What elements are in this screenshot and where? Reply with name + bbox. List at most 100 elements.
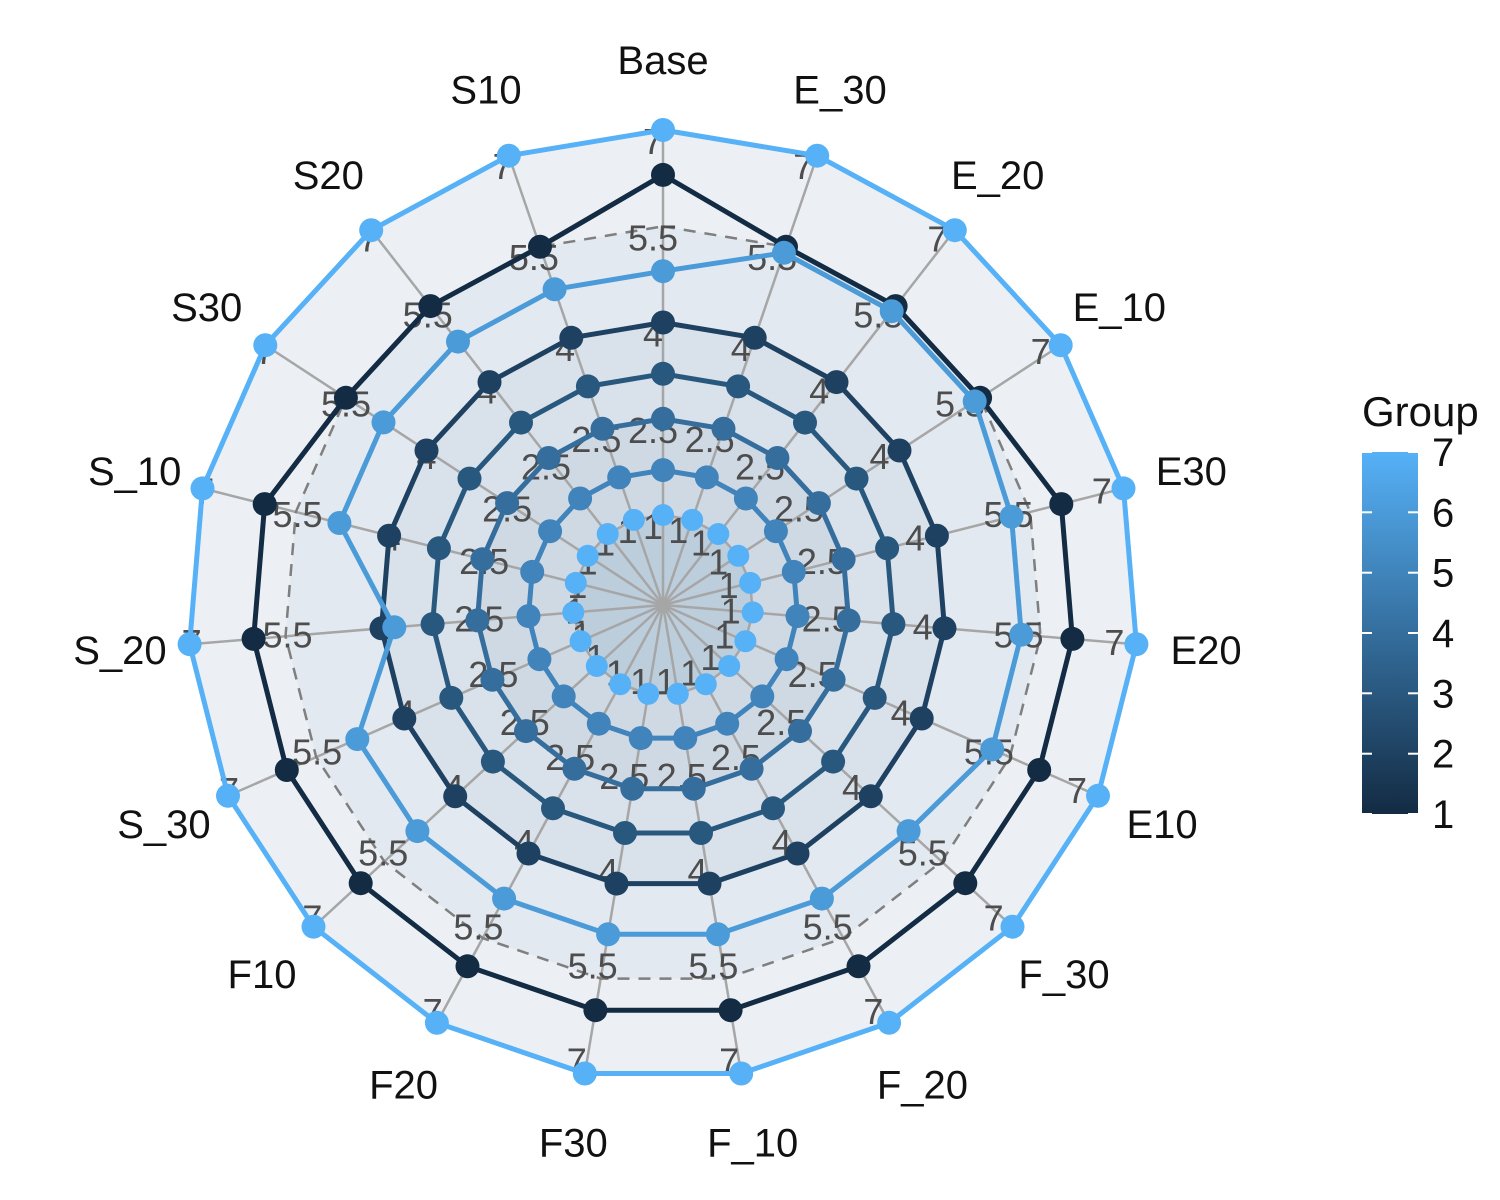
series-point-group-3: [420, 612, 445, 637]
legend-tick-label: 6: [1432, 491, 1454, 535]
series-point-group-6: [1009, 622, 1034, 647]
series-point-group-7: [1124, 632, 1149, 657]
center-point: [576, 544, 599, 567]
center-point: [652, 504, 674, 526]
series-point-group-5: [586, 711, 611, 736]
center-point: [707, 523, 730, 545]
series-point-group-2: [516, 841, 541, 866]
series-point-group-1: [418, 294, 443, 319]
grid-value-label: 7: [927, 219, 947, 260]
series-point-group-3: [457, 466, 482, 491]
grid-value-label: 4: [869, 436, 889, 477]
series-point-group-1: [1027, 758, 1052, 782]
axis-label-e20: E20: [1171, 629, 1242, 673]
grid-value-label: 5.5: [628, 217, 678, 258]
legend-tick-label: 5: [1432, 552, 1454, 596]
series-point-group-7: [1000, 914, 1025, 939]
grid-value-label: 4: [891, 693, 911, 734]
center-point: [622, 508, 645, 531]
series-point-group-7: [301, 914, 326, 939]
series-point-group-6: [446, 329, 470, 354]
series-point-group-5: [628, 726, 653, 751]
series-point-group-4: [651, 406, 675, 431]
grid-value-label: 1: [721, 590, 741, 631]
series-point-group-4: [739, 756, 764, 781]
grid-value-label: 1: [714, 615, 734, 656]
grid-value-label: 5.5: [272, 494, 322, 535]
axis-label-e10: E10: [1127, 803, 1198, 847]
series-point-group-3: [761, 796, 785, 821]
series-point-group-2: [377, 523, 402, 548]
series-point-group-6: [345, 727, 370, 752]
axis-label-fneg30: F_30: [1018, 953, 1109, 997]
series-point-group-4: [562, 756, 587, 781]
axis-label-f20: F20: [369, 1063, 438, 1107]
series-point-group-1: [528, 234, 552, 259]
series-point-group-5: [781, 559, 806, 584]
series-point-group-2: [785, 841, 810, 866]
series-point-group-6: [327, 511, 352, 535]
grid-value-label: 7: [984, 898, 1004, 939]
grid-value-label: 5.5: [262, 614, 312, 655]
series-point-group-5: [520, 559, 545, 584]
series-point-group-7: [877, 1010, 902, 1035]
axis-labels: Base E_30 E_20 E_10 E30 E20 E10 F_30 F_20 F_10 F30…: [73, 39, 1241, 1166]
series-point-group-5: [694, 465, 719, 490]
series-point-group-5: [750, 684, 775, 709]
series-point-group-6: [371, 410, 396, 435]
series-point-group-1: [651, 162, 675, 187]
grid-value-label: 7: [1092, 470, 1112, 511]
axis-label-fneg10: F_10: [707, 1122, 798, 1166]
series-point-group-7: [651, 118, 675, 142]
series-point-group-2: [742, 325, 767, 350]
series-point-group-3: [689, 821, 713, 845]
center-point: [718, 655, 741, 677]
series-point-group-7: [253, 333, 278, 358]
series-point-group-7: [1086, 783, 1110, 808]
series-point-group-4: [806, 491, 831, 516]
series-point-group-1: [583, 998, 608, 1023]
series-point-group-6: [542, 277, 567, 302]
grid-value-label: 4: [842, 767, 862, 808]
grid-value-label: 1: [691, 522, 711, 563]
legend-tick-label: 2: [1432, 733, 1454, 777]
series-point-group-2: [414, 438, 439, 463]
series-point-group-4: [836, 608, 861, 633]
center-point: [734, 630, 757, 653]
legend-title: Group: [1362, 388, 1479, 435]
grid-value-label: 4: [809, 371, 829, 412]
center-point: [569, 630, 592, 653]
series-point-group-2: [924, 523, 949, 548]
grid-ring-dashed: [284, 225, 1042, 980]
center-point: [585, 655, 608, 677]
series-point-group-2: [824, 370, 849, 395]
series-point-group-5: [551, 684, 576, 709]
series-point-group-1: [455, 954, 480, 979]
series-point-group-6: [980, 737, 1005, 762]
legend-tick-label: 7: [1432, 431, 1454, 475]
series-line-group-6: [336, 250, 1024, 937]
axis-label-s20: S20: [293, 154, 364, 198]
series-point-group-2: [932, 616, 957, 641]
series-point-group-1: [846, 954, 871, 979]
series-point-group-7: [805, 143, 830, 168]
center-point: [564, 571, 587, 594]
series-point-group-3: [541, 796, 565, 821]
series-point-group-1: [1060, 626, 1085, 651]
series-point-group-5: [715, 711, 740, 736]
center-point: [637, 682, 660, 705]
series-point-group-2: [559, 325, 584, 350]
series-point-group-7: [942, 218, 967, 243]
series-line-group-3: [430, 371, 896, 836]
series-point-group-7: [359, 218, 384, 243]
series-point-group-7: [1048, 333, 1073, 358]
axis-label-eneg20: E_20: [951, 154, 1044, 198]
grid-value-label: 5.5: [453, 907, 503, 948]
center-point: [741, 601, 764, 624]
series-point-group-7: [190, 476, 215, 501]
center-point: [739, 571, 762, 594]
series-point-group-3: [875, 536, 900, 561]
series-point-group-1: [241, 626, 266, 651]
series-point-group-5: [673, 726, 698, 751]
grid-value-label: 4: [913, 606, 933, 647]
